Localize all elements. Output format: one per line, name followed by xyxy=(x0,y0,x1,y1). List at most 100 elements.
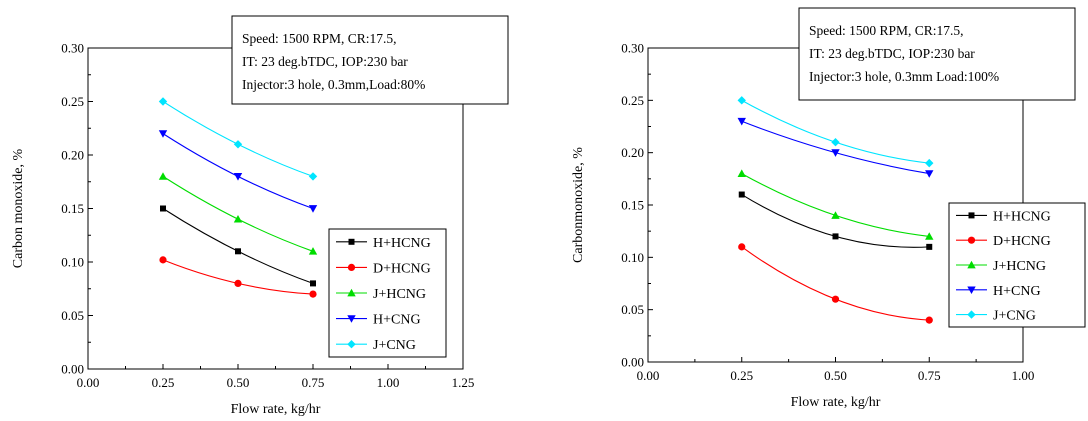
y-tick-label: 0.20 xyxy=(621,145,644,160)
data-point xyxy=(831,138,840,147)
chart-1: 0.00 0.05 0.10 0.15 0.20 0.25 0.30 0.00 0.25 0.50… xyxy=(11,15,509,417)
series-H+CNG xyxy=(158,130,318,213)
x-tick-label: 0.50 xyxy=(227,375,250,390)
y-axis-title: Carbonmonoxide, % xyxy=(571,147,586,263)
x-tick-label: 1.00 xyxy=(1012,368,1035,383)
data-point xyxy=(158,130,168,138)
annotation-line: Speed: 1500 RPM, CR:17.5, xyxy=(242,31,397,46)
legend-marker xyxy=(347,315,356,323)
series-J+CNG xyxy=(158,97,318,181)
annotation-line: IT: 23 deg.bTDC, IOP:230 bar xyxy=(809,46,975,61)
data-point xyxy=(832,233,839,240)
data-point xyxy=(310,280,316,287)
data-point xyxy=(158,97,168,106)
series-D+HCNG xyxy=(159,256,317,298)
legend-marker xyxy=(348,238,355,245)
legend-label: J+CNG xyxy=(373,338,416,353)
x-tick-label: 1.25 xyxy=(452,375,475,390)
y-tick-label: 0.15 xyxy=(621,198,644,213)
legend-marker xyxy=(968,212,975,219)
series-line xyxy=(741,120,930,175)
legend-label: J+HCNG xyxy=(993,259,1046,274)
data-point xyxy=(738,191,745,198)
data-point xyxy=(737,117,746,126)
chart-2: 0.00 0.05 0.10 0.15 0.20 0.25 0.30 0.00 0.25 0.50… xyxy=(571,7,1086,410)
annotation-box xyxy=(231,15,509,105)
legend-label: H+CNG xyxy=(993,284,1041,299)
x-tick-label: 0.00 xyxy=(637,368,660,383)
series-H+HCNG xyxy=(160,205,316,287)
data-point xyxy=(926,243,933,250)
y-tick-label: 0.25 xyxy=(621,93,644,108)
data-point xyxy=(738,243,746,251)
data-point xyxy=(235,248,241,255)
series-line xyxy=(741,246,930,321)
y-tick-label: 0.05 xyxy=(621,302,644,317)
x-axis-title: Flow rate, kg/hr xyxy=(791,395,881,410)
legend-marker xyxy=(967,236,976,244)
data-point xyxy=(925,232,934,240)
data-point xyxy=(925,158,934,168)
legend-marker xyxy=(347,288,356,297)
legend-marker xyxy=(967,310,976,319)
y-axis-title: Carbon monoxide, % xyxy=(11,148,26,268)
legend-label: H+HCNG xyxy=(993,209,1051,224)
legend-marker xyxy=(967,260,976,269)
series-J+HCNG xyxy=(158,172,318,255)
data-point xyxy=(233,140,243,149)
legend-marker xyxy=(967,286,976,294)
y-tick-label: 0.20 xyxy=(61,148,84,163)
legend-label: H+HCNG xyxy=(373,236,431,251)
legend-label: J+HCNG xyxy=(373,287,426,302)
data-point xyxy=(925,170,934,178)
y-tick-label: 0.05 xyxy=(61,308,84,323)
x-axis-title: Flow rate, kg/hr xyxy=(231,402,321,417)
data-point xyxy=(831,211,840,219)
series-J+HCNG xyxy=(737,169,934,240)
series-line xyxy=(162,101,314,177)
y-tick-label: 0.00 xyxy=(61,362,84,377)
y-tick-label: 0.10 xyxy=(61,255,84,270)
data-point xyxy=(308,205,318,213)
x-tick-label: 0.75 xyxy=(302,375,325,390)
y-tick-label: 0.10 xyxy=(621,250,644,265)
data-point xyxy=(309,290,317,298)
y-tick-label: 0.25 xyxy=(61,94,84,109)
y-tick-label: 0.30 xyxy=(621,41,644,56)
x-tick-label: 0.25 xyxy=(730,368,753,383)
legend-label: H+CNG xyxy=(373,313,421,328)
data-point xyxy=(737,169,746,177)
series-H+HCNG xyxy=(738,191,933,250)
legend-label: J+CNG xyxy=(993,309,1036,324)
series-line xyxy=(741,173,930,237)
series-line xyxy=(162,259,314,295)
annotation-line: Speed: 1500 RPM, CR:17.5, xyxy=(809,23,964,38)
data-point xyxy=(308,247,318,255)
annotation-box xyxy=(798,7,1076,101)
data-point xyxy=(308,172,318,181)
data-point xyxy=(831,149,840,157)
y-tick-label: 0.30 xyxy=(61,41,84,56)
series-J+CNG xyxy=(737,96,934,168)
data-point xyxy=(160,205,166,212)
legend-marker xyxy=(347,263,356,271)
data-point xyxy=(831,295,840,303)
annotation-line: Injector:3 hole, 0.3mm,Load:80% xyxy=(242,77,425,92)
x-tick-label: 0.25 xyxy=(152,375,175,390)
x-tick-label: 0.50 xyxy=(824,368,847,383)
legend-label: D+HCNG xyxy=(373,261,431,276)
data-point xyxy=(233,173,243,181)
data-point xyxy=(234,279,242,287)
annotation-line: IT: 23 deg.bTDC, IOP:230 bar xyxy=(242,54,408,69)
legend-marker xyxy=(347,340,356,349)
x-tick-label: 0.75 xyxy=(918,368,941,383)
series-line xyxy=(162,175,314,252)
data-point xyxy=(159,256,167,264)
data-point xyxy=(737,96,746,105)
data-point xyxy=(925,316,933,324)
series-H+CNG xyxy=(737,117,934,178)
data-point xyxy=(158,172,168,180)
annotation-line: Injector:3 hole, 0.3mm Load:100% xyxy=(809,69,999,84)
y-tick-label: 0.00 xyxy=(621,355,644,370)
